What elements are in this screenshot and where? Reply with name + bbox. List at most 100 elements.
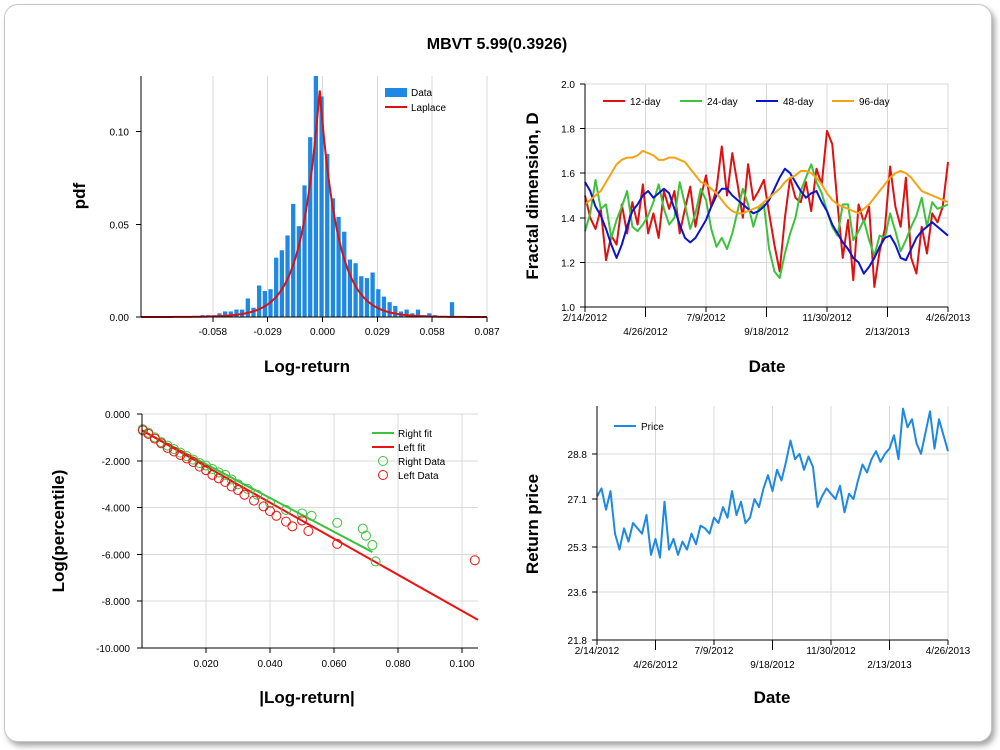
histogram-bar [228,311,233,317]
x-tick-label: 2/14/2012 [563,313,608,324]
y-tick-label: 0.000 [105,410,130,421]
legend-label-data: Data [411,88,433,99]
y-tick-label: 21.8 [568,636,588,647]
x-tick-label: -0.029 [253,327,282,338]
x-tick-label: 2/13/2013 [865,327,910,338]
histogram-bar [359,276,364,317]
price-ylabel: Return price [523,474,542,574]
right-data-point [188,454,199,465]
y-tick-label: 1.2 [561,258,575,269]
x-tick-label: 11/30/2012 [806,646,856,657]
fractal-dimension-panel: 2/14/2012 7/9/2012 11/30/2012 4/26/2013 4/26… [523,80,971,376]
x-tick-label: 0.100 [449,659,474,670]
y-tick-label: 23.6 [568,588,588,599]
tail-ylabel: Log(percentile) [49,470,68,593]
left-data-point [303,526,314,536]
legend-label-right-data: Right Data [398,457,446,468]
x-tick-label: 7/9/2012 [687,313,726,324]
histogram-bar [404,309,409,317]
price-panel: 2/14/2012 7/9/2012 11/30/2012 4/26/2013 4/26… [523,406,971,707]
price-xlabel: Date [754,688,791,707]
right-data-point [242,483,253,494]
left-data-point [188,456,199,467]
left-data-point [207,469,218,480]
left-data-point [233,485,243,496]
left-data-point [258,501,269,512]
histogram-bar [257,285,262,317]
y-tick-label: -2.000 [102,457,131,468]
y-tick-label: 1.0 [561,303,575,314]
left-data-point [149,433,160,444]
histogram-bar [376,289,381,317]
histogram-bar [387,302,392,317]
histogram-bar [296,226,302,317]
histogram-bar [251,307,256,317]
legend-label-left-data: Left Data [398,471,439,482]
x-tick-label: 2/13/2013 [867,660,912,671]
left-data-point [143,428,154,439]
right-data-point [306,510,317,521]
histogram-bar [302,185,307,317]
y-tick-label: 1.6 [561,169,575,180]
left-data-point [265,506,275,517]
y-tick-label: 0.05 [110,220,130,231]
left-data-point [469,555,480,566]
left-data-point [201,465,211,476]
histogram-bar [393,305,398,317]
histogram-bar [353,263,358,317]
histogram-bar [245,298,250,317]
x-tick-label: 4/26/2012 [633,660,678,671]
right-data-point [181,451,192,462]
y-tick-label: -6.000 [102,550,131,561]
histogram-bar [381,296,387,317]
histogram-bar [313,76,319,317]
x-tick-label: 0.060 [321,659,346,670]
right-data-point [297,508,307,519]
left-data-point [220,476,231,487]
left-data-point [332,538,343,549]
x-tick-label: 0.040 [257,659,282,670]
fd-legend: 12-day 24-day 48-day 96-day [603,97,890,108]
histogram-bar [223,311,228,317]
x-tick-label: 0.087 [474,327,499,338]
legend-label: 12-day [630,97,661,108]
legend-label-laplace: Laplace [411,103,446,114]
x-tick-label: 9/18/2012 [744,327,789,338]
histogram-bar [319,96,324,318]
histogram-bar [279,250,284,317]
histogram-bar [449,302,455,317]
histogram-bar [274,257,279,317]
price-line [596,407,949,559]
x-tick-label: -0.058 [199,327,228,338]
left-data-point [249,495,259,506]
right-data-point [233,479,243,490]
pdf-legend: Data Laplace [385,88,446,114]
legend-label: 24-day [707,97,738,108]
left-data-point [175,449,186,460]
histogram-bar [262,291,267,317]
x-tick-label: 11/30/2012 [802,313,852,324]
left-data-point [194,461,205,472]
histogram-bar [308,137,313,317]
y-tick-label: 25.3 [568,543,588,554]
right-data-point [370,556,381,567]
series-line-12-day [584,129,949,288]
right-data-point [226,474,237,485]
right-data-point [169,444,179,455]
histogram-bar [427,313,432,317]
y-tick-label: 2.0 [561,80,575,91]
histogram-bar [285,235,290,317]
histogram-bar [291,203,296,317]
y-tick-label: 27.1 [568,495,588,506]
right-data-point [194,458,205,469]
series-line-24-day [584,163,949,280]
right-data-point [175,447,186,458]
left-data-point [281,516,291,527]
histogram-bar [342,231,347,317]
legend-label-left-fit: Left fit [398,443,425,454]
x-tick-label: 0.058 [420,327,445,338]
y-tick-label: 1.8 [561,125,575,136]
right-data-point [207,463,218,474]
tail-fit-panel: 0.020 0.040 0.060 0.080 0.100 0.000 -2.000 -4.0… [49,410,480,707]
